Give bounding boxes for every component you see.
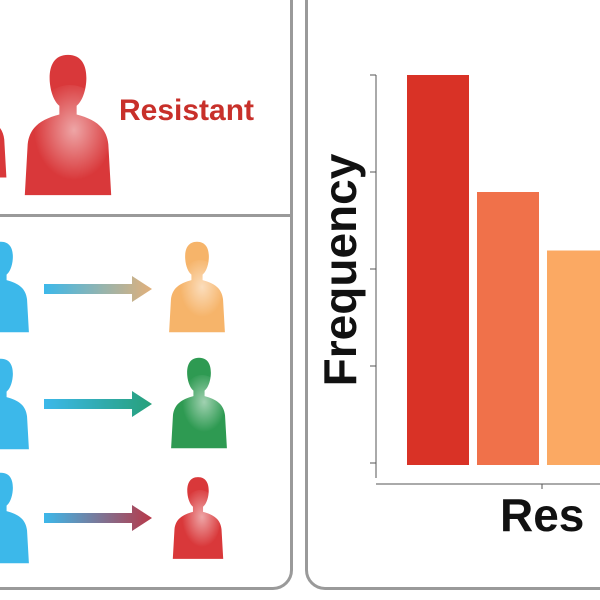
resistant-label: Resistant bbox=[119, 94, 255, 127]
arrow-icon bbox=[44, 505, 152, 531]
bar-chart bbox=[370, 74, 600, 489]
source-person-icon bbox=[0, 241, 29, 333]
source-person-icon bbox=[0, 472, 29, 564]
row-3 bbox=[0, 472, 224, 564]
panel-divider bbox=[0, 214, 291, 217]
arrow-icon bbox=[44, 276, 152, 302]
source-person-icon bbox=[0, 358, 29, 450]
bar-3 bbox=[547, 250, 600, 465]
bar-2 bbox=[477, 192, 539, 465]
resistant-person-icon bbox=[24, 54, 112, 196]
x-axis-label: Res bbox=[500, 489, 585, 541]
y-axis-label-text: Frequency bbox=[314, 153, 366, 387]
row-2 bbox=[0, 357, 227, 450]
row-1 bbox=[0, 241, 225, 333]
person-icon-top-left bbox=[0, 72, 7, 178]
arrow-icon bbox=[44, 391, 152, 417]
bar-1 bbox=[407, 75, 469, 465]
